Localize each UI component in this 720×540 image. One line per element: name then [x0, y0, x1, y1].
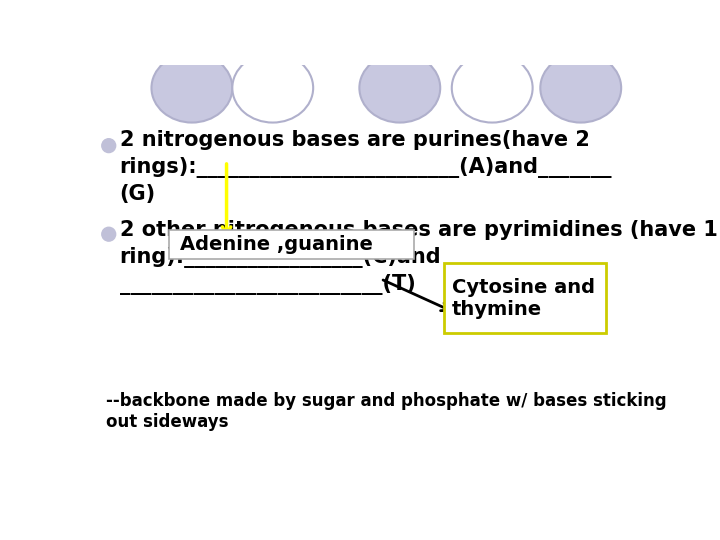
Text: rings):_________________________(A)and_______: rings):_________________________(A)and__… — [120, 157, 612, 178]
Ellipse shape — [359, 53, 440, 123]
Ellipse shape — [102, 139, 116, 153]
Text: Cytosine and
thymine: Cytosine and thymine — [452, 278, 595, 319]
Ellipse shape — [451, 53, 533, 123]
Text: _________________________(T): _________________________(T) — [120, 274, 415, 295]
Bar — [168, 230, 414, 259]
Text: 2 other nitrogenous bases are pyrimidines (have 1: 2 other nitrogenous bases are pyrimidine… — [120, 220, 717, 240]
Text: ring):_________________(C)and: ring):_________________(C)and — [120, 247, 441, 268]
Text: 2 nitrogenous bases are purines(have 2: 2 nitrogenous bases are purines(have 2 — [120, 130, 590, 150]
Ellipse shape — [102, 227, 116, 241]
Text: (G): (G) — [120, 184, 156, 204]
Text: --backbone made by sugar and phosphate w/ bases sticking
out sideways: --backbone made by sugar and phosphate w… — [106, 392, 666, 431]
Ellipse shape — [540, 53, 621, 123]
Text: Adenine ,guanine: Adenine ,guanine — [180, 235, 373, 254]
Ellipse shape — [151, 53, 233, 123]
Bar — [444, 264, 606, 333]
Ellipse shape — [233, 53, 313, 123]
